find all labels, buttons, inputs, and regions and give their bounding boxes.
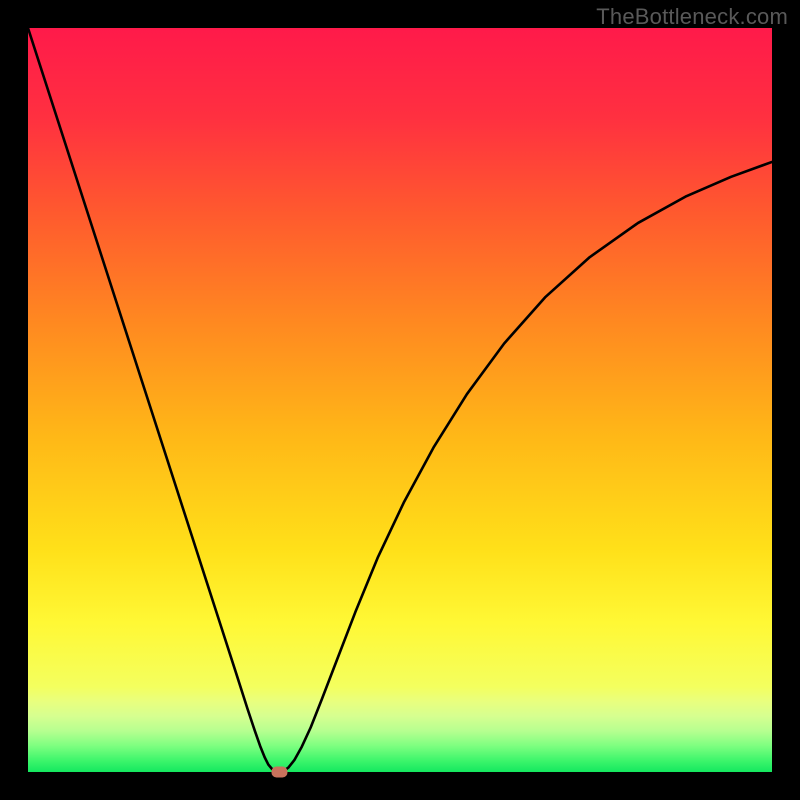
chart-svg — [0, 0, 800, 800]
plot-background — [28, 28, 772, 772]
watermark-label: TheBottleneck.com — [596, 4, 788, 30]
minimum-marker — [271, 767, 287, 778]
chart-container: TheBottleneck.com — [0, 0, 800, 800]
